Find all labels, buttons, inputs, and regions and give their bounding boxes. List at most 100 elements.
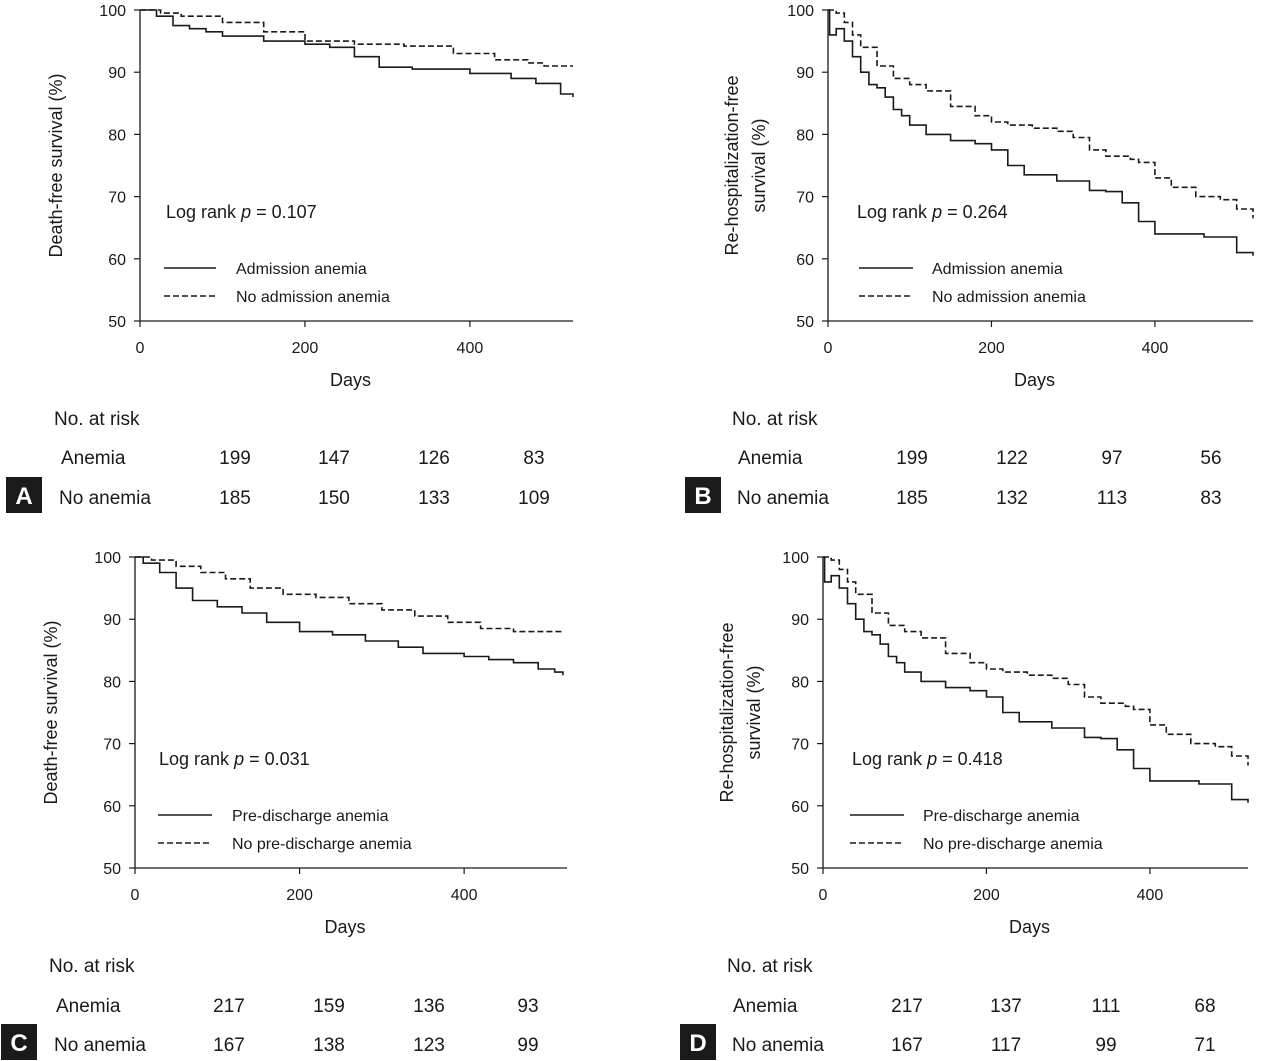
- legend-label-no-anemia: No pre-discharge anemia: [232, 836, 412, 853]
- series-line-no-anemia: [140, 9, 573, 67]
- risk-cell: 68: [1194, 996, 1215, 1017]
- x-axis-label: Days: [1009, 917, 1050, 937]
- y-tick-label: 100: [94, 550, 121, 567]
- x-tick-label: 400: [1137, 887, 1164, 904]
- legend-label-anemia: Pre-discharge anemia: [923, 808, 1080, 825]
- y-tick-label: 60: [108, 252, 126, 269]
- panel-b: 50 60 70 80 90 100 0 200 400 Days Re-hospitalizati…: [685, 3, 1254, 513]
- risk-table-header: No. at risk: [727, 956, 813, 977]
- risk-cell: 133: [418, 488, 450, 509]
- x-tick-label: 400: [451, 887, 478, 904]
- risk-row-label: Anemia: [738, 448, 803, 469]
- series-line-anemia: [828, 9, 1254, 256]
- y-tick-label: 80: [103, 674, 121, 691]
- y-axis-label: Re-hospitalization-free: [717, 622, 737, 802]
- y-tick-label: 70: [108, 190, 126, 207]
- risk-cell: 150: [318, 488, 350, 509]
- risk-cell: 111: [1092, 996, 1121, 1017]
- x-tick-label: 400: [457, 340, 484, 357]
- y-tick-label: 80: [108, 127, 126, 144]
- x-tick-label: 0: [824, 340, 833, 357]
- risk-cell: 123: [413, 1035, 445, 1056]
- y-tick-label: 100: [782, 550, 809, 567]
- risk-cell: 122: [996, 448, 1028, 469]
- panel-a: 50 60 70 80 90 100 0 200 400 Days Death-free survi…: [6, 3, 574, 513]
- y-tick-label: 70: [791, 737, 809, 754]
- risk-cell: 109: [518, 488, 550, 509]
- risk-cell: 83: [1200, 488, 1221, 509]
- risk-cell: 159: [313, 996, 345, 1017]
- x-tick-label: 200: [292, 340, 319, 357]
- x-axis-label: Days: [1014, 370, 1055, 390]
- panel-badge-label: A: [15, 483, 32, 510]
- risk-cell: 117: [991, 1035, 1021, 1056]
- log-rank-annotation: Log rank p = 0.418: [852, 749, 1003, 769]
- y-axis-label: Re-hospitalization-free: [722, 75, 742, 255]
- x-tick-label: 200: [286, 887, 313, 904]
- panel-badge-label: D: [689, 1030, 706, 1057]
- legend-label-no-anemia: No admission anemia: [932, 289, 1086, 306]
- legend-label-anemia: Admission anemia: [932, 261, 1063, 278]
- risk-cell: 167: [891, 1035, 923, 1056]
- risk-cell: 97: [1101, 448, 1122, 469]
- y-tick-label: 90: [796, 65, 814, 82]
- x-axis-label: Days: [330, 370, 371, 390]
- y-tick-label: 70: [796, 190, 814, 207]
- y-tick-label: 50: [796, 314, 814, 331]
- risk-cell: 71: [1194, 1035, 1215, 1056]
- y-axis-label: Death-free survival (%): [46, 73, 66, 257]
- risk-cell: 167: [213, 1035, 245, 1056]
- panel-c: 50 60 70 80 90 100 0 200 400 Days Death-free survi…: [1, 550, 567, 1060]
- log-rank-annotation: Log rank p = 0.107: [166, 202, 317, 222]
- x-axis-label: Days: [324, 917, 365, 937]
- panel-d: 50 60 70 80 90 100 0 200 400 Days Re-hospitalizati…: [680, 550, 1249, 1060]
- risk-row-label: Anemia: [733, 996, 798, 1017]
- y-tick-label: 90: [103, 612, 121, 629]
- risk-cell: 137: [990, 996, 1022, 1017]
- legend-label-anemia: Admission anemia: [236, 261, 367, 278]
- risk-cell: 217: [891, 996, 923, 1017]
- y-tick-label: 100: [787, 3, 814, 20]
- y-axis-label-line2: survival (%): [749, 118, 769, 212]
- series-line-anemia: [823, 556, 1249, 803]
- risk-cell: 199: [896, 448, 928, 469]
- risk-table-header: No. at risk: [732, 409, 818, 430]
- x-tick-label: 200: [973, 887, 1000, 904]
- series-line-no-anemia: [823, 556, 1249, 766]
- x-tick-label: 400: [1142, 340, 1169, 357]
- log-rank-annotation: Log rank p = 0.031: [159, 749, 310, 769]
- risk-cell: 185: [896, 488, 928, 509]
- series-line-no-anemia: [828, 9, 1254, 219]
- y-tick-label: 50: [791, 861, 809, 878]
- y-tick-label: 60: [103, 799, 121, 816]
- risk-row-label: No anemia: [54, 1035, 146, 1056]
- y-tick-label: 80: [791, 674, 809, 691]
- risk-row-label: No anemia: [732, 1035, 824, 1056]
- panel-badge: [685, 477, 721, 513]
- risk-row-label: No anemia: [737, 488, 829, 509]
- risk-cell: 138: [313, 1035, 345, 1056]
- y-tick-label: 60: [796, 252, 814, 269]
- risk-cell: 83: [523, 448, 544, 469]
- risk-cell: 185: [219, 488, 251, 509]
- y-tick-label: 90: [791, 612, 809, 629]
- log-rank-annotation: Log rank p = 0.264: [857, 202, 1008, 222]
- risk-cell: 217: [213, 996, 245, 1017]
- y-tick-label: 70: [103, 737, 121, 754]
- x-tick-label: 200: [978, 340, 1005, 357]
- risk-cell: 126: [418, 448, 450, 469]
- risk-cell: 199: [219, 448, 251, 469]
- risk-cell: 56: [1200, 448, 1221, 469]
- panel-badge-label: C: [10, 1030, 27, 1057]
- y-tick-label: 50: [108, 314, 126, 331]
- risk-table-header: No. at risk: [54, 409, 140, 430]
- x-tick-label: 0: [131, 887, 140, 904]
- legend-label-no-anemia: No pre-discharge anemia: [923, 836, 1103, 853]
- y-tick-label: 90: [108, 65, 126, 82]
- y-axis-label-line2: survival (%): [744, 665, 764, 759]
- risk-cell: 99: [1095, 1035, 1116, 1056]
- risk-cell: 99: [517, 1035, 538, 1056]
- y-tick-label: 100: [99, 3, 126, 20]
- y-axis-label: Death-free survival (%): [41, 620, 61, 804]
